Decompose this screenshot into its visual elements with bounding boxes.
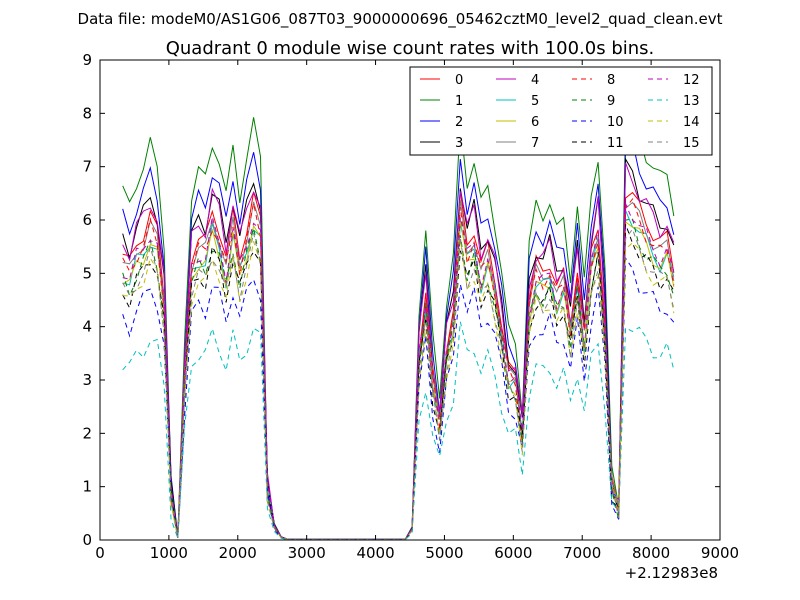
x-tick-label: 7000 xyxy=(563,544,601,562)
legend-label-1: 1 xyxy=(455,94,463,109)
x-tick-label: 3000 xyxy=(288,544,326,562)
x-tick-label: 1000 xyxy=(150,544,188,562)
legend-label-14: 14 xyxy=(683,115,700,130)
series-line-1 xyxy=(122,110,675,540)
legend-label-7: 7 xyxy=(531,136,539,151)
y-tick-label: 3 xyxy=(82,371,92,389)
axis-ticks: 0 1000 2000 3000 4000 5000 6000 7000 8000 9000012… xyxy=(82,51,739,562)
series-line-15 xyxy=(122,228,675,540)
series-line-10 xyxy=(122,256,675,541)
y-tick-label: 1 xyxy=(82,478,92,496)
legend-label-9: 9 xyxy=(607,94,615,109)
legend-label-0: 0 xyxy=(455,73,463,88)
legend-label-13: 13 xyxy=(683,94,700,109)
x-offset-label: +2.12983e8 xyxy=(625,564,718,582)
legend-label-2: 2 xyxy=(455,115,463,130)
series-line-14 xyxy=(122,239,675,540)
y-tick-label: 9 xyxy=(82,51,92,69)
legend-label-4: 4 xyxy=(531,73,539,88)
series-line-6 xyxy=(122,219,675,540)
x-tick-label: 0 xyxy=(95,544,105,562)
y-tick-label: 2 xyxy=(82,424,92,442)
legend-label-6: 6 xyxy=(531,115,539,130)
axes-frame xyxy=(99,59,721,541)
x-tick-label: 6000 xyxy=(494,544,532,562)
plot-lines xyxy=(122,110,675,541)
y-tick-label: 5 xyxy=(82,264,92,282)
legend-label-15: 15 xyxy=(683,136,700,151)
chart-suptitle: Data file: modeM0/AS1G06_087T03_90000006… xyxy=(78,10,723,29)
legend-label-3: 3 xyxy=(455,136,463,151)
x-tick-label: 2000 xyxy=(219,544,257,562)
x-tick-label: 8000 xyxy=(632,544,670,562)
y-tick-label: 7 xyxy=(82,158,92,176)
y-tick-label: 8 xyxy=(82,104,92,122)
series-line-4 xyxy=(122,162,675,540)
x-tick-label: 4000 xyxy=(356,544,394,562)
legend-label-12: 12 xyxy=(683,73,700,88)
legend-label-11: 11 xyxy=(607,136,624,151)
series-line-13 xyxy=(122,321,675,541)
y-tick-label: 0 xyxy=(82,531,92,549)
legend-box xyxy=(409,66,713,156)
x-tick-label: 5000 xyxy=(425,544,463,562)
y-tick-label: 4 xyxy=(82,318,92,336)
legend-label-10: 10 xyxy=(607,115,624,130)
x-tick-label: 9000 xyxy=(701,544,739,562)
legend-label-8: 8 xyxy=(607,73,615,88)
legend-label-5: 5 xyxy=(531,94,539,109)
chart-title: Quadrant 0 module wise count rates with … xyxy=(166,38,655,59)
y-tick-label: 6 xyxy=(82,211,92,229)
series-line-12 xyxy=(122,203,675,540)
